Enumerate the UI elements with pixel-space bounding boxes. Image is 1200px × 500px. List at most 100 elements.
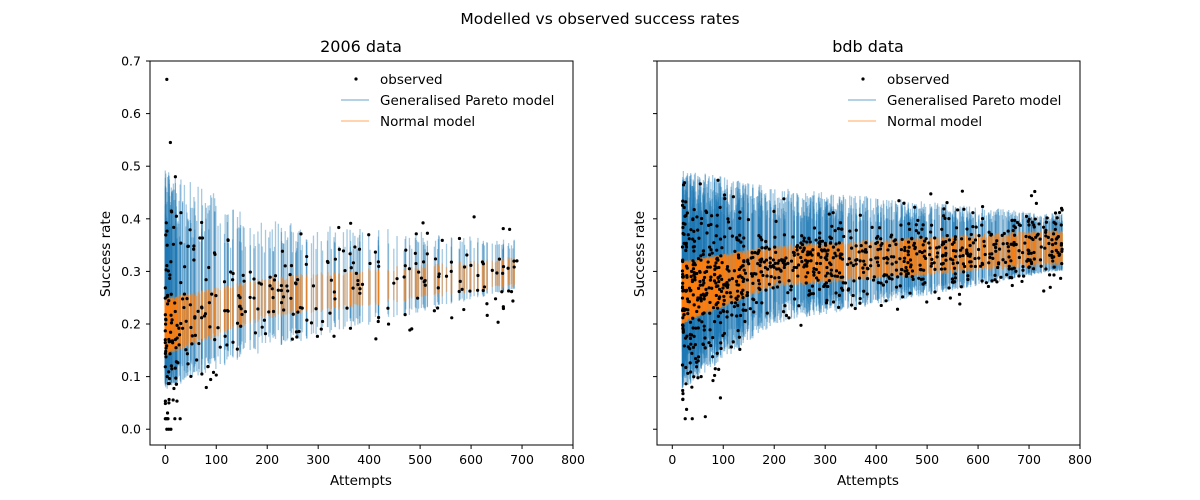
- observed-point: [789, 288, 793, 292]
- x-tick-label: 700: [1017, 452, 1041, 467]
- observed-point: [1023, 241, 1027, 245]
- observed-point: [357, 247, 362, 251]
- observed-point: [1017, 223, 1021, 227]
- observed-point: [425, 231, 430, 235]
- observed-point: [495, 271, 499, 275]
- observed-point: [185, 352, 189, 356]
- observed-point: [988, 255, 992, 260]
- observed-point: [814, 276, 819, 280]
- observed-point: [168, 140, 172, 145]
- observed-point: [181, 297, 185, 301]
- observed-point: [961, 262, 966, 266]
- observed-point: [703, 415, 707, 419]
- observed-point: [223, 309, 227, 313]
- observed-point: [460, 287, 464, 291]
- observed-point: [414, 261, 418, 266]
- observed-point: [898, 284, 902, 288]
- observed-point: [696, 355, 701, 359]
- observed-point: [816, 252, 820, 256]
- observed-point: [862, 259, 866, 263]
- observed-point: [462, 307, 466, 312]
- observed-point: [1052, 265, 1056, 269]
- observed-point: [826, 248, 830, 252]
- observed-point: [173, 301, 177, 305]
- observed-point: [163, 296, 167, 300]
- observed-point: [192, 258, 196, 262]
- observed-point: [723, 197, 727, 201]
- observed-point: [693, 343, 697, 347]
- observed-point: [1038, 237, 1042, 241]
- observed-point: [163, 341, 167, 345]
- observed-point: [697, 236, 701, 240]
- observed-point: [807, 236, 811, 240]
- observed-point: [1035, 233, 1039, 237]
- observed-point: [195, 358, 199, 362]
- observed-point: [809, 259, 813, 263]
- observed-point: [419, 276, 424, 280]
- observed-point: [736, 294, 740, 298]
- observed-point: [890, 277, 894, 281]
- observed-point: [690, 417, 694, 421]
- observed-point: [877, 226, 882, 230]
- observed-point: [1027, 265, 1031, 269]
- observed-point: [846, 262, 850, 266]
- observed-point: [793, 297, 797, 301]
- observed-point: [903, 245, 907, 250]
- observed-point: [1052, 255, 1056, 259]
- observed-point: [752, 310, 756, 314]
- observed-point: [170, 318, 174, 322]
- observed-point: [737, 267, 741, 272]
- observed-point: [977, 233, 981, 238]
- observed-point: [163, 338, 167, 342]
- observed-point: [167, 401, 171, 405]
- observed-point: [852, 279, 856, 283]
- observed-point: [213, 338, 217, 342]
- observed-point: [689, 288, 693, 293]
- observed-point: [444, 274, 449, 278]
- observed-point: [449, 269, 453, 274]
- observed-point: [879, 243, 883, 247]
- observed-point: [711, 306, 716, 310]
- observed-point: [803, 263, 807, 267]
- x-tick-label: 400: [864, 452, 888, 467]
- observed-point: [961, 253, 965, 258]
- observed-point: [1021, 268, 1025, 272]
- observed-point: [748, 307, 752, 311]
- observed-point: [884, 299, 888, 303]
- observed-point: [831, 256, 835, 260]
- legend-label: Normal model: [380, 114, 475, 130]
- observed-point: [839, 275, 843, 279]
- observed-point: [222, 280, 227, 284]
- observed-point: [692, 303, 696, 307]
- observed-point: [789, 284, 793, 289]
- observed-point: [933, 236, 937, 240]
- observed-point: [197, 341, 201, 346]
- observed-point: [501, 306, 506, 311]
- observed-point: [174, 376, 178, 380]
- observed-point: [745, 290, 750, 295]
- observed-point: [408, 328, 412, 332]
- observed-point: [706, 260, 710, 264]
- observed-point: [718, 396, 723, 400]
- observed-point: [252, 296, 256, 300]
- observed-point: [450, 316, 454, 320]
- observed-point: [916, 218, 920, 222]
- observed-point: [722, 294, 726, 299]
- observed-point: [262, 318, 266, 322]
- observed-point: [965, 248, 969, 252]
- observed-point: [792, 253, 796, 257]
- observed-point: [689, 228, 693, 232]
- observed-point: [472, 215, 476, 219]
- observed-point: [741, 296, 745, 300]
- observed-point: [305, 254, 309, 259]
- observed-point: [692, 249, 696, 253]
- observed-point: [980, 223, 984, 227]
- observed-point: [680, 245, 685, 249]
- observed-point: [935, 255, 939, 259]
- observed-point: [737, 238, 741, 242]
- observed-point: [167, 370, 171, 374]
- observed-point: [966, 253, 970, 258]
- observed-point: [908, 258, 913, 262]
- observed-point: [501, 264, 506, 269]
- observed-point: [831, 211, 835, 215]
